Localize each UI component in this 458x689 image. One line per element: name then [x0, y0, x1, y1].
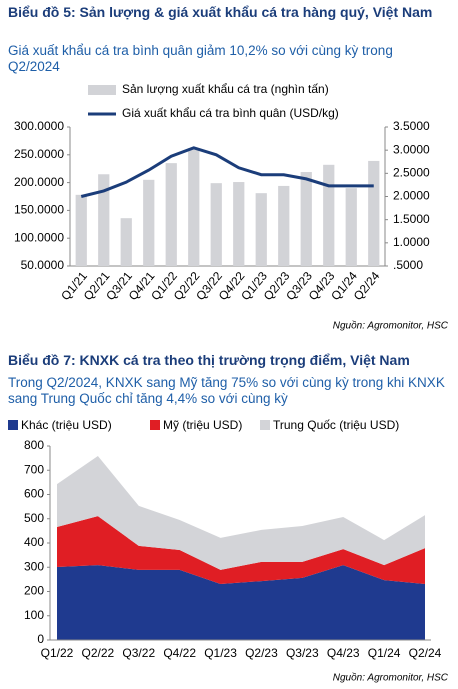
y-tick-label: 200.0000: [14, 175, 64, 189]
x-tick-label: Q3/22: [122, 646, 155, 660]
legend-swatch: [150, 420, 160, 430]
legend-swatch: [88, 85, 116, 95]
bar: [368, 160, 380, 266]
y-tick-label: 200: [24, 584, 44, 598]
source: Nguồn: Agromonitor, HSC: [333, 320, 449, 332]
source: Nguồn: Agromonitor, HSC: [333, 672, 449, 684]
y-tick-label: 50.0000: [21, 258, 65, 272]
chart-subtitle: Trong Q2/2024, KNXK sang Mỹ tăng 75% so …: [8, 375, 445, 406]
x-tick-label: Q1/22: [41, 646, 74, 660]
y-tick-label: 600: [24, 487, 44, 501]
bar: [188, 148, 200, 266]
bar: [165, 163, 177, 266]
bar: [233, 182, 245, 266]
x-tick-label: Q2/23: [245, 646, 278, 660]
bar: [323, 164, 335, 266]
bar: [143, 179, 155, 266]
area: [57, 516, 425, 584]
legend-label: Khác (triệu USD): [21, 418, 112, 432]
bar: [345, 188, 357, 266]
y-tick-label: 500: [24, 511, 44, 525]
bar: [300, 172, 312, 266]
y-tick-label: 400: [24, 535, 44, 549]
y2-tick-label: 2.0000: [393, 189, 430, 203]
y-tick-label: 800: [24, 438, 44, 452]
chart-title: Biểu đồ 7: KNXK cá tra theo thị trường t…: [8, 352, 410, 368]
bar: [98, 174, 110, 266]
x-tick-label: Q1/23: [204, 646, 237, 660]
legend-swatch: [260, 420, 270, 430]
bar: [278, 185, 290, 266]
y-tick-label: 300.0000: [14, 119, 64, 133]
bar: [255, 193, 267, 266]
line: [80, 146, 374, 198]
legend-label: Trung Quốc (triệu USD): [273, 418, 399, 432]
y-tick-label: 700: [24, 462, 44, 476]
x-tick-label: Q2/24: [351, 269, 383, 303]
area: [57, 565, 425, 640]
x-tick-label: Q2/22: [82, 646, 115, 660]
x-tick-label: Q4/22: [163, 646, 196, 660]
y-tick-label: 250.0000: [14, 147, 64, 161]
x-tick-label: Q1/24: [368, 646, 401, 660]
y-tick-label: 100.0000: [14, 230, 64, 244]
y2-tick-label: 2.5000: [393, 166, 430, 180]
legend-label: Mỹ (triệu USD): [163, 418, 242, 432]
chart-subtitle: Giá xuất khẩu cá tra bình quân giảm 10,2…: [8, 43, 393, 74]
y-tick-label: 0: [37, 632, 44, 646]
legend-label: Sản lượng xuất khẩu cá tra (nghìn tấn): [122, 82, 329, 96]
x-tick-label: Q3/23: [286, 646, 319, 660]
bar: [120, 218, 132, 266]
chart-title: Biểu đồ 5: Sản lượng & giá xuất khẩu cá …: [8, 4, 433, 20]
legend-label: Giá xuất khẩu cá tra bình quân (USD/kg): [122, 106, 339, 120]
bar: [210, 183, 222, 266]
legend-swatch: [8, 420, 18, 430]
area: [57, 455, 425, 570]
y2-tick-label: 3.0000: [393, 142, 430, 156]
y2-tick-label: 3.5000: [393, 119, 430, 133]
y-tick-label: 300: [24, 559, 44, 573]
x-tick-label: Q2/24: [409, 646, 442, 660]
y2-tick-label: .5000: [393, 258, 423, 272]
x-tick-label: Q4/23: [327, 646, 360, 660]
bar: [75, 194, 87, 266]
y-tick-label: 150.0000: [14, 203, 64, 217]
y-tick-label: 100: [24, 608, 44, 622]
y2-tick-label: 1.0000: [393, 235, 430, 249]
y2-tick-label: 1.5000: [393, 212, 430, 226]
